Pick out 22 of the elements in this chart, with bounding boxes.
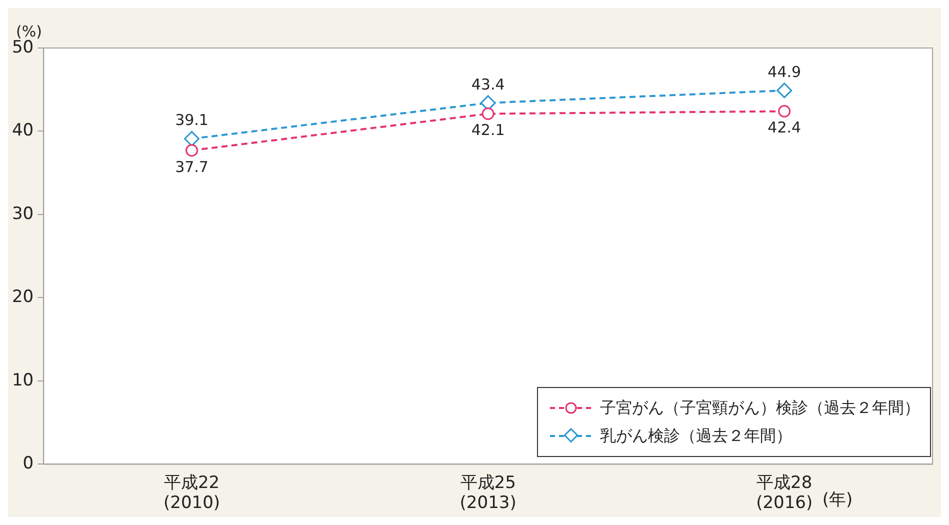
point: [184, 130, 200, 146]
x-tick-label: 平成28 (2016): [756, 472, 813, 514]
legend-label: 子宮がん（子宮頸がん）検診（過去２年間）: [600, 398, 920, 418]
point: [778, 105, 791, 118]
data-label: 42.4: [768, 118, 802, 137]
x-axis-title: (年): [822, 490, 853, 510]
data-label: 37.7: [175, 158, 208, 176]
x-tick-label: 平成22 (2010): [164, 472, 220, 514]
point: [186, 144, 198, 157]
data-label: 39.1: [175, 111, 208, 130]
data-label: 44.9: [768, 62, 802, 81]
data-label: 42.1: [471, 121, 505, 140]
y-tick-label: 10: [12, 370, 34, 390]
x-tick-label: 平成25 (2013): [460, 472, 516, 514]
y-tick-label: 20: [12, 287, 34, 308]
y-tick-label: 40: [12, 120, 34, 141]
legend-label: 乳がん検診（過去２年間）: [600, 426, 792, 446]
point: [482, 108, 494, 120]
data-label: 43.4: [471, 75, 505, 94]
y-tick-label: 0: [22, 454, 34, 474]
y-tick-label: 30: [12, 204, 34, 224]
point: [776, 82, 792, 98]
